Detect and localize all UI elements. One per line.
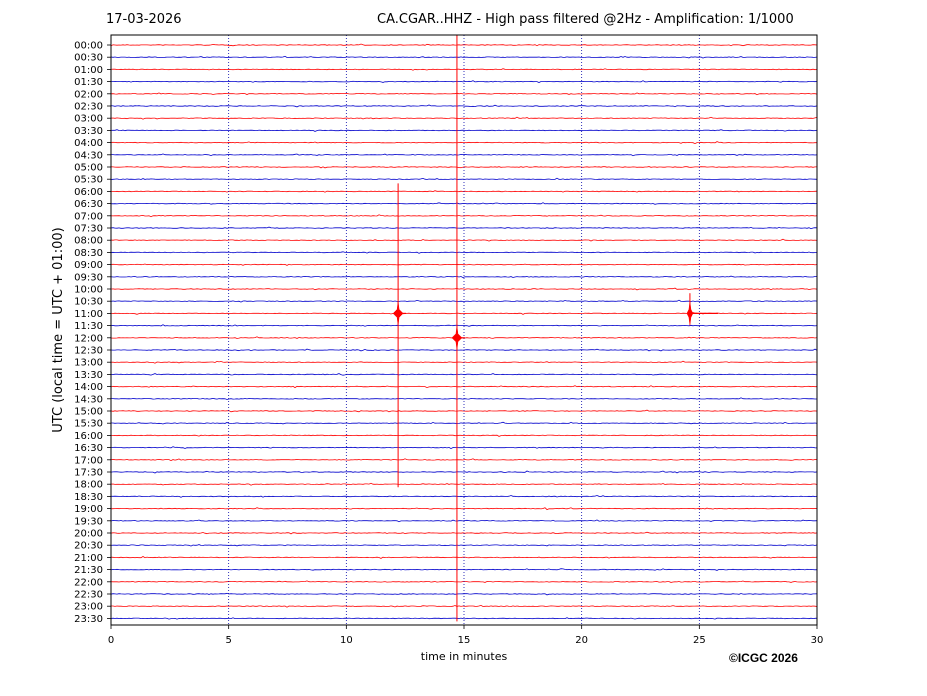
y-tick-label-15:00: 15:00 <box>74 407 103 418</box>
trace-09:00 <box>110 263 818 266</box>
y-tick-label-23:00: 23:00 <box>74 602 103 613</box>
y-tick-label-03:30: 03:30 <box>74 126 103 137</box>
y-tick-label-12:30: 12:30 <box>74 346 103 357</box>
trace-04:30 <box>110 153 818 157</box>
y-tick-label-07:00: 07:00 <box>74 211 103 222</box>
y-tick-label-19:30: 19:30 <box>74 516 103 527</box>
y-tick-label-20:30: 20:30 <box>74 541 103 552</box>
y-tick-label-08:00: 08:00 <box>74 236 103 247</box>
trace-19:30 <box>110 519 818 523</box>
y-tick-label-13:00: 13:00 <box>74 358 103 369</box>
y-tick-label-12:00: 12:00 <box>74 333 103 344</box>
y-tick-label-06:30: 06:30 <box>74 199 103 210</box>
y-tick-label-07:30: 07:30 <box>74 224 103 235</box>
trace-16:00 <box>110 434 818 437</box>
trace-13:30 <box>110 373 818 376</box>
y-tick-label-00:00: 00:00 <box>74 41 103 52</box>
y-tick-label-01:00: 01:00 <box>74 65 103 76</box>
y-tick-label-13:30: 13:30 <box>74 370 103 381</box>
trace-00:30 <box>110 55 818 59</box>
y-tick-label-10:00: 10:00 <box>74 285 103 296</box>
trace-03:30 <box>110 129 818 132</box>
trace-17:30 <box>110 470 818 474</box>
y-tick-label-16:30: 16:30 <box>74 443 103 454</box>
y-tick-label-11:00: 11:00 <box>74 309 103 320</box>
trace-18:00 <box>110 482 818 486</box>
y-tick-label-05:30: 05:30 <box>74 175 103 186</box>
trace-11:30 <box>110 324 818 327</box>
y-tick-label-10:30: 10:30 <box>74 297 103 308</box>
x-tick-label-10: 10 <box>340 635 353 646</box>
y-tick-label-11:30: 11:30 <box>74 321 103 332</box>
y-tick-label-22:00: 22:00 <box>74 577 103 588</box>
trace-09:30 <box>110 275 817 279</box>
x-tick-label-0: 0 <box>108 635 114 646</box>
y-tick-label-21:00: 21:00 <box>74 553 103 564</box>
x-tick-label-30: 30 <box>811 635 824 646</box>
y-tick-label-04:00: 04:00 <box>74 138 103 149</box>
trace-23:00 <box>110 604 818 608</box>
trace-08:30 <box>110 251 817 254</box>
y-tick-label-18:30: 18:30 <box>74 492 103 503</box>
y-tick-label-02:30: 02:30 <box>74 102 103 113</box>
y-tick-label-08:30: 08:30 <box>74 248 103 259</box>
trace-10:00 <box>110 287 818 291</box>
y-tick-label-06:00: 06:00 <box>74 187 103 198</box>
copyright-label: ©ICGC 2026 <box>729 651 798 665</box>
trace-18:30 <box>110 495 818 498</box>
trace-01:00 <box>110 68 818 71</box>
y-tick-label-09:00: 09:00 <box>74 260 103 271</box>
y-tick-label-02:00: 02:00 <box>74 89 103 100</box>
x-tick-label-15: 15 <box>458 635 471 646</box>
y-tick-label-15:30: 15:30 <box>74 419 103 430</box>
trace-10:30 <box>110 299 818 303</box>
y-tick-label-14:00: 14:00 <box>74 382 103 393</box>
x-axis-label: time in minutes <box>421 650 508 663</box>
chart-date: 17-03-2026 <box>106 12 182 27</box>
y-axis-label: UTC (local time = UTC + 01:00) <box>51 227 66 432</box>
y-tick-label-22:30: 22:30 <box>74 590 103 601</box>
trace-23:30 <box>110 617 818 620</box>
x-axis-ticks: 0 5 10 15 20 25 30 <box>108 625 824 646</box>
y-tick-label-23:30: 23:30 <box>74 614 103 625</box>
y-tick-label-01:30: 01:30 <box>74 77 103 88</box>
y-tick-label-16:00: 16:00 <box>74 431 103 442</box>
seismic-events <box>392 35 718 622</box>
y-tick-label-03:00: 03:00 <box>74 114 103 125</box>
x-tick-label-20: 20 <box>575 635 588 646</box>
trace-17:00 <box>110 458 818 462</box>
trace-15:30 <box>110 421 818 425</box>
y-tick-label-05:00: 05:00 <box>74 163 103 174</box>
x-tick-label-25: 25 <box>693 635 706 646</box>
y-tick-label-04:30: 04:30 <box>74 150 103 161</box>
trace-19:00 <box>110 507 818 511</box>
chart-title: CA.CGAR..HHZ - High pass filtered @2Hz -… <box>377 12 794 27</box>
y-tick-label-19:00: 19:00 <box>74 504 103 515</box>
y-tick-label-09:30: 09:30 <box>74 272 103 283</box>
y-tick-label-00:30: 00:30 <box>74 53 103 64</box>
y-tick-label-17:30: 17:30 <box>74 468 103 479</box>
vertical-gridlines <box>228 35 700 625</box>
y-tick-label-17:00: 17:00 <box>74 455 103 466</box>
trace-04:00 <box>110 141 817 145</box>
y-tick-label-14:30: 14:30 <box>74 394 103 405</box>
trace-02:30 <box>110 104 818 108</box>
trace-16:30 <box>110 446 818 450</box>
trace-01:30 <box>111 80 818 83</box>
y-tick-label-21:30: 21:30 <box>74 565 103 576</box>
y-tick-label-18:00: 18:00 <box>74 480 103 491</box>
trace-03:00 <box>110 116 818 120</box>
trace-02:00 <box>110 92 818 96</box>
trace-08:00 <box>110 238 818 242</box>
seismic-traces <box>110 43 818 620</box>
x-tick-label-5: 5 <box>225 635 231 646</box>
y-tick-label-20:00: 20:00 <box>74 529 103 540</box>
